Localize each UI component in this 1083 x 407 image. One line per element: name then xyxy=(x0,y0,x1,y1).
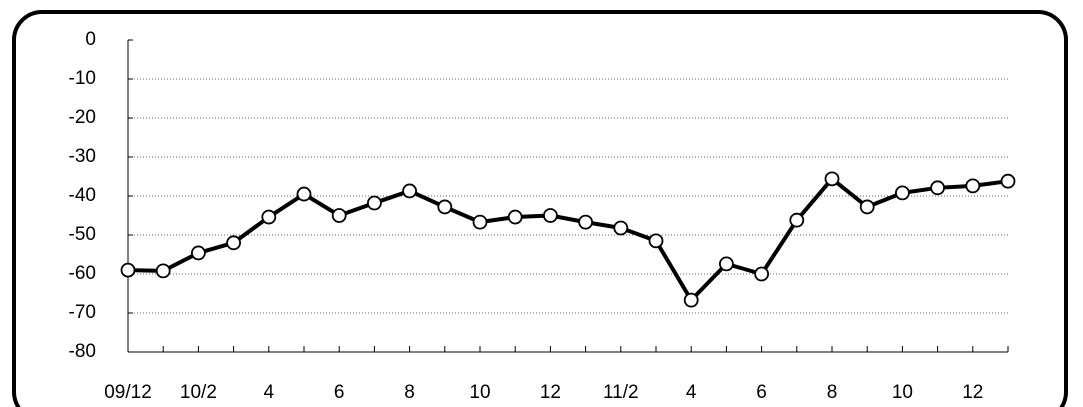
data-point xyxy=(683,292,699,308)
data-point xyxy=(120,262,136,278)
data-point xyxy=(824,171,840,187)
data-point xyxy=(155,263,171,279)
x-tick-label: 6 xyxy=(756,382,767,403)
y-tick-label: -70 xyxy=(69,302,96,323)
data-point xyxy=(754,266,769,282)
x-tick-label: 12 xyxy=(540,382,561,403)
data-point xyxy=(402,183,418,199)
y-tick-label: -80 xyxy=(69,341,96,362)
x-tick-label: 6 xyxy=(334,382,345,403)
x-tick-label: 12 xyxy=(962,382,983,403)
data-point xyxy=(437,199,453,215)
data-point xyxy=(226,235,242,251)
chart-frame xyxy=(12,10,1068,407)
x-tick-label: 8 xyxy=(827,382,838,403)
data-point xyxy=(1000,173,1016,189)
data-point xyxy=(331,208,347,223)
y-tick-label: 0 xyxy=(85,29,96,50)
y-tick-label: -50 xyxy=(69,224,96,245)
x-tick-label: 8 xyxy=(404,382,415,403)
data-point xyxy=(507,209,523,225)
data-point xyxy=(965,178,981,194)
data-point xyxy=(578,214,593,230)
data-point xyxy=(366,195,382,211)
data-point xyxy=(930,180,945,196)
x-tick-label: 4 xyxy=(264,382,275,403)
data-point xyxy=(472,214,488,230)
data-point xyxy=(190,245,206,261)
data-point xyxy=(543,208,558,223)
x-tick-label: 10/2 xyxy=(180,382,217,403)
x-tick-label: 4 xyxy=(686,382,697,403)
data-point xyxy=(789,212,805,228)
y-tick-label: -20 xyxy=(69,107,96,128)
y-tick-label: -30 xyxy=(69,146,96,167)
y-tick-label: -10 xyxy=(69,68,96,89)
data-point xyxy=(859,199,875,215)
y-tick-label: -40 xyxy=(69,185,96,206)
data-point xyxy=(613,220,629,236)
data-point xyxy=(296,186,312,202)
x-tick-label: 09/12 xyxy=(104,382,152,403)
y-tick-label: -60 xyxy=(69,263,96,284)
data-point xyxy=(261,209,277,225)
x-tick-label: 10 xyxy=(892,382,913,403)
x-tick-label: 11/2 xyxy=(603,382,639,403)
x-tick-label: 10 xyxy=(469,382,490,403)
data-point xyxy=(895,185,910,201)
data-line xyxy=(127,176,1009,303)
data-point xyxy=(648,233,664,249)
data-point xyxy=(719,256,734,272)
